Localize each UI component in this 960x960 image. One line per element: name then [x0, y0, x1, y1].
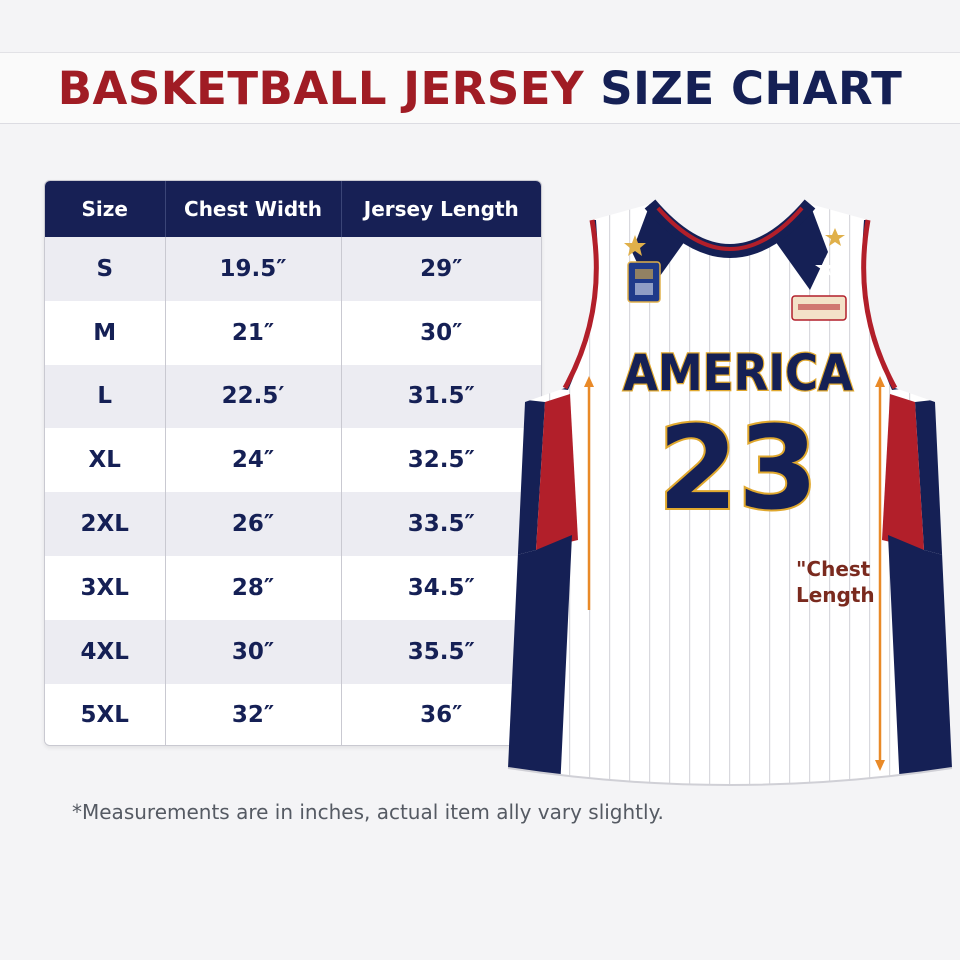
right-measure-arrow	[875, 376, 885, 771]
header-size: Size	[45, 181, 166, 237]
chest-width-cell: 22.5′	[165, 364, 342, 429]
chest-width-cell: 32″	[165, 683, 342, 745]
chest-width-cell: 26″	[165, 492, 342, 556]
jersey-illustration: AMERICA 23 "Chest Length	[500, 190, 960, 800]
size-chart-table: Size Chest Width Jersey Length S 19.5″ 2…	[44, 180, 542, 746]
table-row: L 22.5′ 31.5″	[45, 364, 541, 429]
title-banner: BASKETBALL JERSEY SIZE CHART	[0, 52, 960, 124]
page-title: BASKETBALL JERSEY SIZE CHART	[58, 62, 903, 115]
jersey-length-cell: 30″	[341, 300, 541, 365]
jersey-length-cell: 36″	[341, 683, 541, 745]
jersey-length-cell: 35.5″	[341, 619, 541, 684]
chest-length-annotation-line1: "Chest	[796, 557, 871, 581]
table-row: 4XL 30″ 35.5″	[45, 619, 541, 684]
jersey-length-cell: 29″	[341, 237, 541, 301]
left-measure-arrow	[584, 376, 594, 610]
measurement-footnote: *Measurements are in inches, actual item…	[72, 800, 664, 824]
chest-width-cell: 19.5″	[165, 237, 342, 301]
table-row: 5XL 32″ 36″	[45, 683, 541, 745]
title-part-2: SIZE CHART	[600, 61, 903, 115]
chest-width-cell: 30″	[165, 619, 342, 684]
jersey-length-cell: 32.5″	[341, 428, 541, 493]
size-cell: M	[45, 300, 166, 365]
header-jersey-length: Jersey Length	[341, 181, 541, 237]
chest-width-cell: 21″	[165, 300, 342, 365]
title-part-1: BASKETBALL JERSEY	[57, 61, 585, 115]
star-icon	[624, 235, 646, 256]
size-cell: 2XL	[45, 492, 166, 556]
size-cell: L	[45, 364, 166, 429]
table-row: S 19.5″ 29″	[45, 237, 541, 301]
size-cell: S	[45, 237, 166, 301]
jersey-number: 23	[658, 402, 818, 536]
jersey-chest-text: AMERICA	[623, 344, 853, 402]
header-row: Size Chest Width Jersey Length	[45, 181, 541, 237]
chest-length-annotation-line2: Length	[796, 583, 875, 607]
header-chest-width: Chest Width	[165, 181, 342, 237]
star-icon	[815, 258, 835, 276]
table-row: XL 24″ 32.5″	[45, 428, 541, 493]
team-crest-icon	[627, 261, 661, 303]
jersey-length-cell: 34.5″	[341, 555, 541, 620]
chest-width-cell: 28″	[165, 555, 342, 620]
table-row: M 21″ 30″	[45, 300, 541, 365]
jersey-length-cell: 31.5″	[341, 364, 541, 429]
star-icon	[825, 228, 845, 246]
patch-icon	[791, 295, 847, 321]
size-cell: 4XL	[45, 619, 166, 684]
jersey-length-cell: 33.5″	[341, 492, 541, 556]
table-row: 3XL 28″ 34.5″	[45, 555, 541, 620]
size-cell: 5XL	[45, 683, 166, 745]
size-cell: 3XL	[45, 555, 166, 620]
chest-width-cell: 24″	[165, 428, 342, 493]
size-cell: XL	[45, 428, 166, 493]
table-row: 2XL 26″ 33.5″	[45, 492, 541, 556]
